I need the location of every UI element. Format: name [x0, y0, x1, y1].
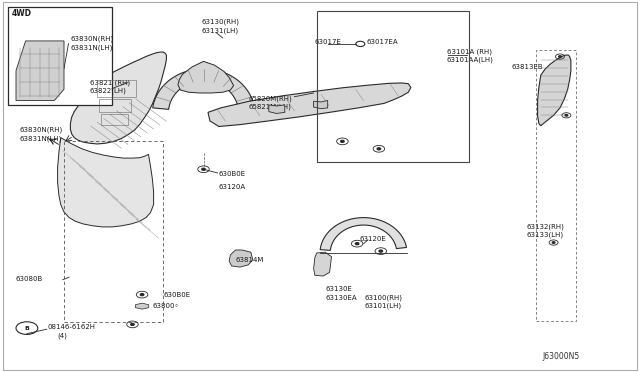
Polygon shape: [320, 218, 406, 250]
Text: 4WD: 4WD: [12, 9, 31, 17]
Text: 63100(RH): 63100(RH): [365, 294, 403, 301]
Bar: [536, 50, 576, 321]
Text: 63101AA(LH): 63101AA(LH): [447, 56, 493, 63]
Text: 63831N(LH): 63831N(LH): [19, 135, 61, 142]
Text: 63101A (RH): 63101A (RH): [447, 48, 492, 55]
Text: 63132(RH): 63132(RH): [526, 224, 564, 230]
Text: 63130EA: 63130EA: [325, 295, 356, 301]
Text: 63830N(RH): 63830N(RH): [19, 127, 63, 134]
Bar: [64, 141, 163, 322]
Text: 65821M(LH): 65821M(LH): [248, 104, 291, 110]
Circle shape: [377, 148, 381, 150]
Text: 63080B: 63080B: [16, 276, 44, 282]
Circle shape: [552, 242, 555, 243]
Text: 630B0E: 630B0E: [219, 171, 246, 177]
Polygon shape: [136, 303, 148, 309]
Polygon shape: [178, 61, 234, 93]
Polygon shape: [16, 41, 64, 100]
Text: 08146-6162H: 08146-6162H: [48, 324, 96, 330]
Text: 63822(LH): 63822(LH): [90, 88, 127, 94]
Circle shape: [202, 168, 205, 170]
Bar: [8, 7, 112, 105]
Bar: [101, 114, 128, 125]
Polygon shape: [314, 252, 332, 276]
Text: 63133(LH): 63133(LH): [526, 232, 563, 238]
Text: 63813EB: 63813EB: [512, 64, 543, 70]
Polygon shape: [58, 138, 154, 227]
Polygon shape: [153, 69, 254, 109]
Text: 63017E: 63017E: [315, 39, 342, 45]
Text: 63131(LH): 63131(LH): [202, 27, 239, 34]
Text: J63000N5: J63000N5: [543, 352, 580, 361]
Polygon shape: [538, 55, 571, 126]
Circle shape: [140, 294, 144, 296]
Text: 63814M: 63814M: [236, 257, 264, 263]
Text: 63831N(LH): 63831N(LH): [70, 44, 113, 51]
Polygon shape: [229, 250, 253, 267]
Bar: [97, 80, 136, 97]
Bar: [317, 11, 469, 162]
Circle shape: [559, 56, 561, 57]
Circle shape: [379, 250, 383, 252]
Text: 63800◦: 63800◦: [152, 303, 179, 309]
Circle shape: [565, 115, 568, 116]
Text: 65820M(RH): 65820M(RH): [248, 95, 292, 102]
Text: 63017EA: 63017EA: [366, 39, 397, 45]
Bar: [99, 99, 131, 112]
Circle shape: [340, 140, 344, 142]
Polygon shape: [70, 52, 166, 144]
Polygon shape: [314, 100, 328, 109]
Text: B: B: [24, 326, 29, 331]
Text: 63101(LH): 63101(LH): [365, 302, 402, 309]
Polygon shape: [208, 83, 411, 126]
Circle shape: [355, 243, 359, 245]
Text: 63821 (RH): 63821 (RH): [90, 79, 130, 86]
Circle shape: [131, 323, 134, 326]
Text: 63120E: 63120E: [360, 236, 387, 242]
Text: (4): (4): [58, 332, 67, 339]
Polygon shape: [269, 105, 285, 113]
Text: 63830N(RH): 63830N(RH): [70, 36, 114, 42]
Text: 63120A: 63120A: [219, 184, 246, 190]
Text: 630B0E: 630B0E: [163, 292, 190, 298]
Text: 63130E: 63130E: [325, 286, 352, 292]
Text: 63130(RH): 63130(RH): [202, 18, 239, 25]
